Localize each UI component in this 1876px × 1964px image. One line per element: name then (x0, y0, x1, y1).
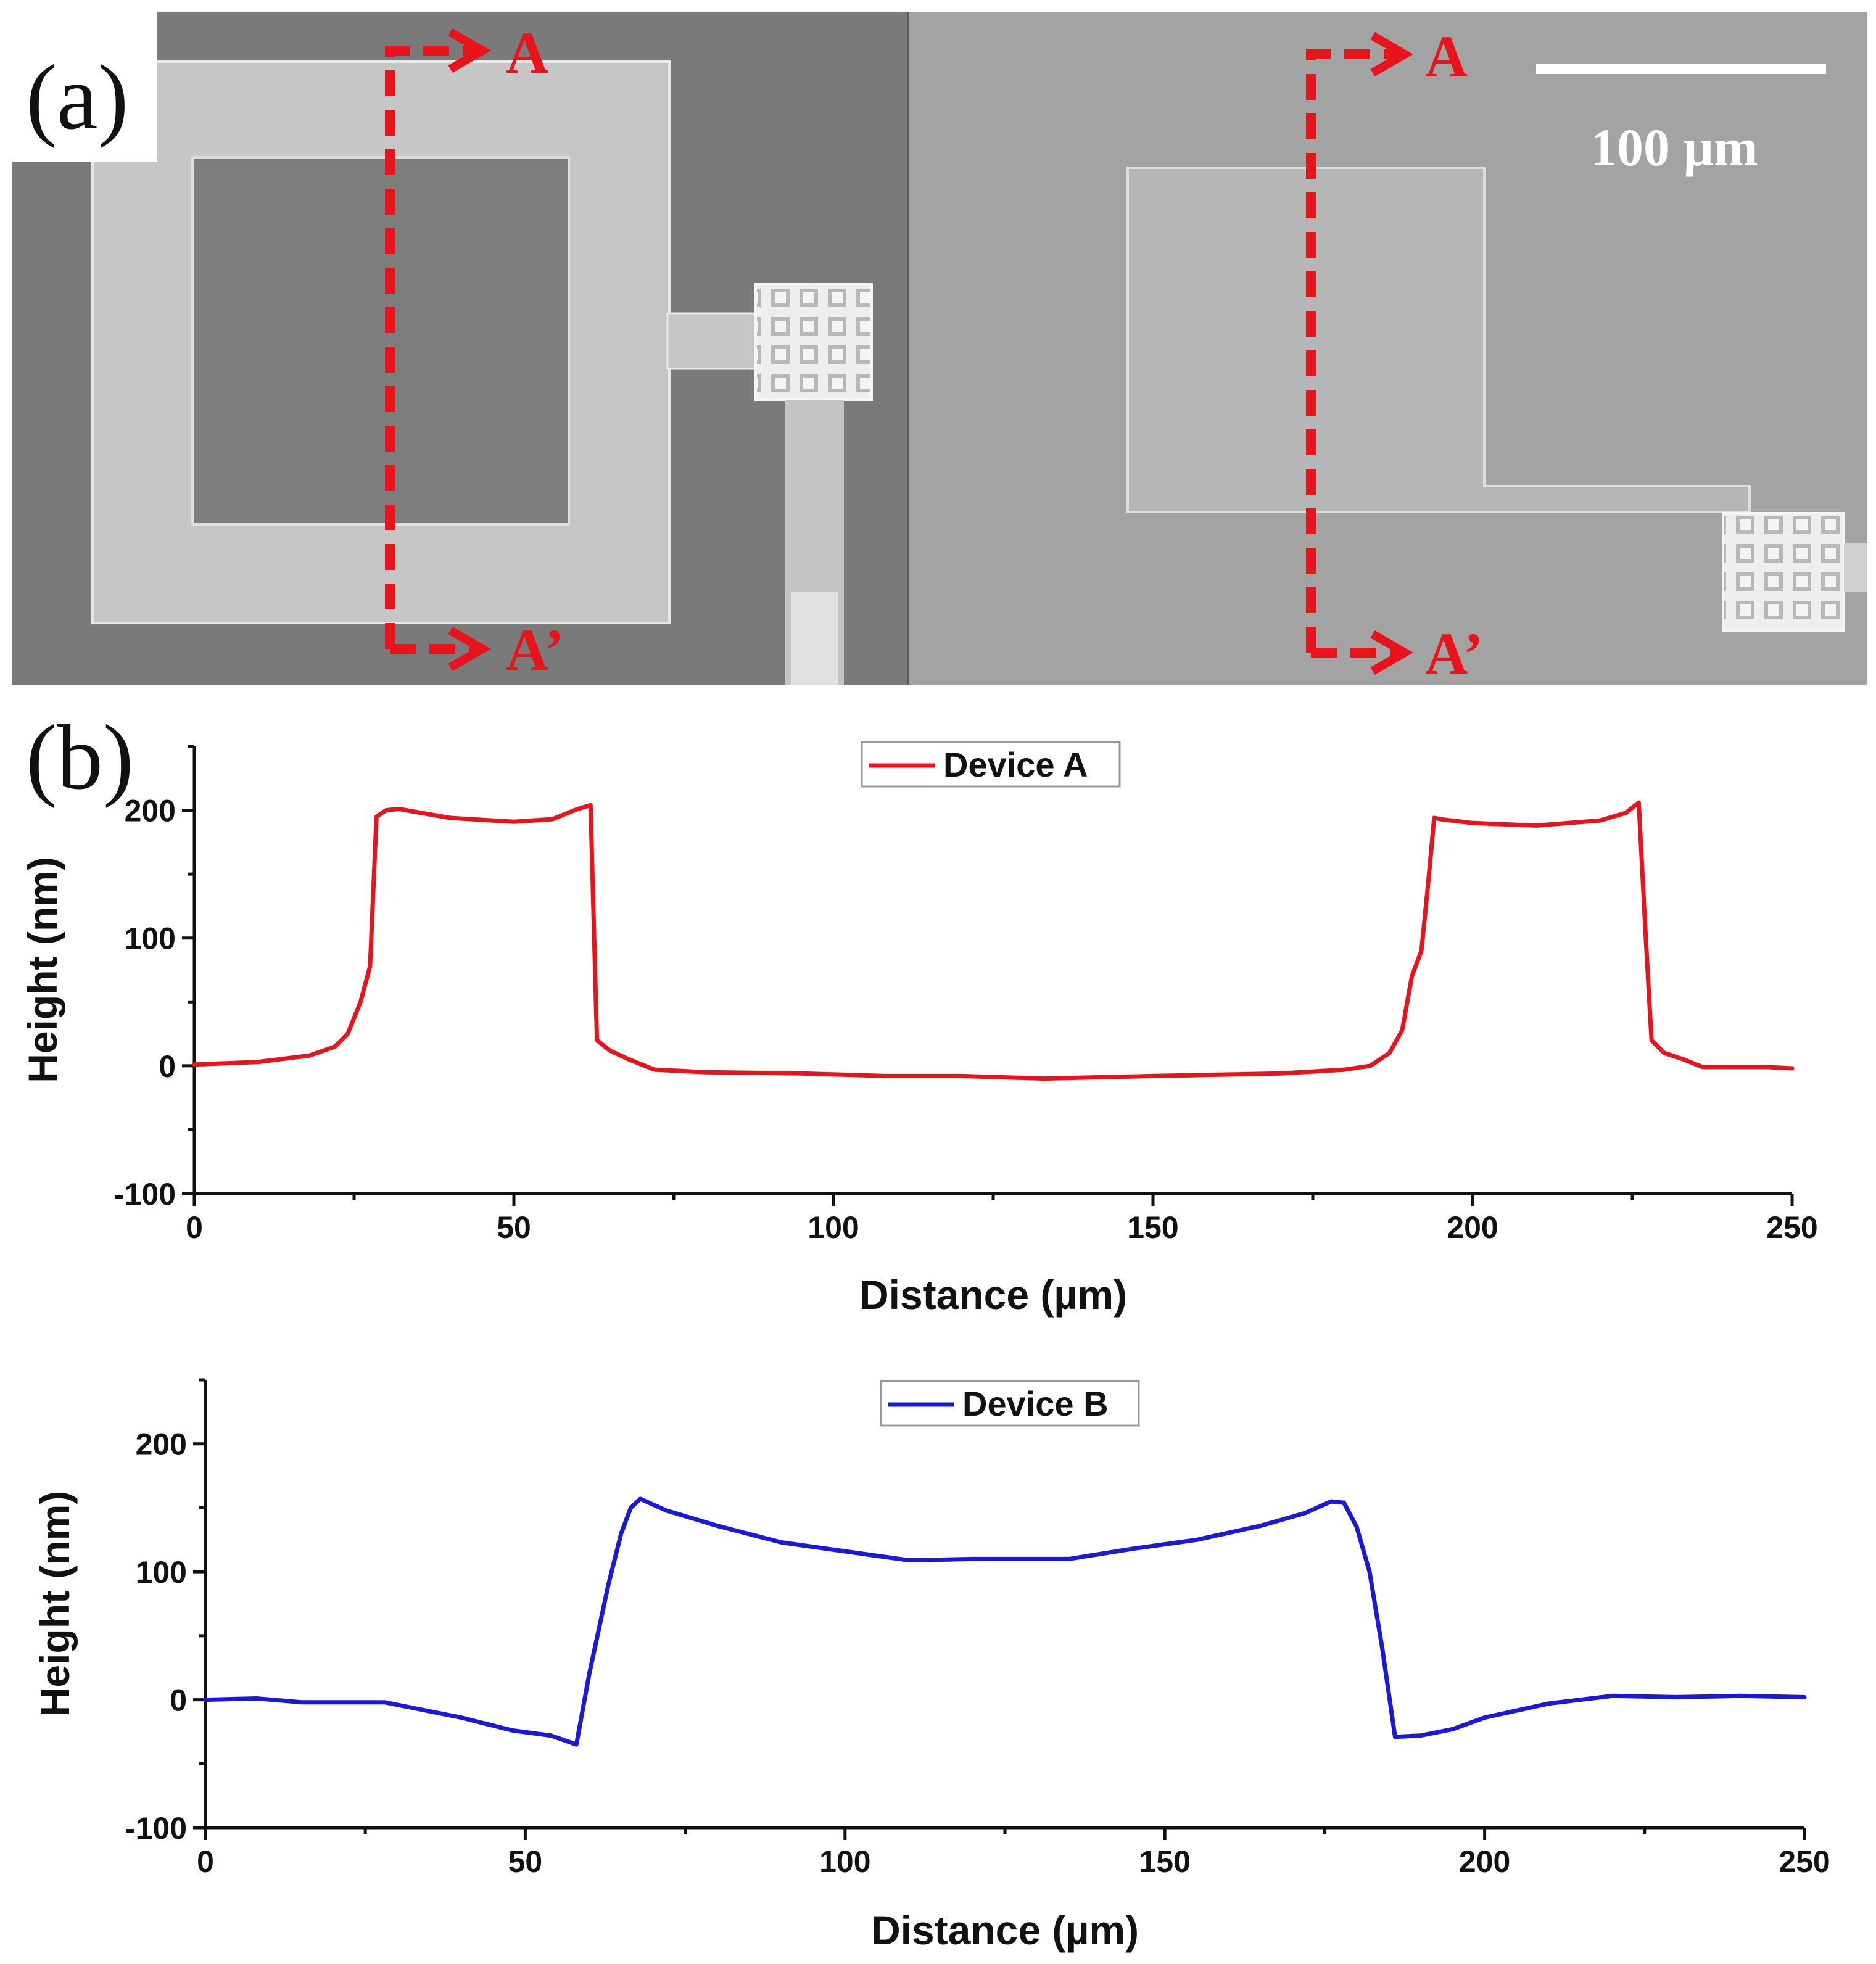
x-tick-label: 0 (186, 1210, 203, 1245)
series-line (192, 800, 1795, 1081)
section-start-label: A (1425, 23, 1468, 89)
arrow-right-icon (448, 626, 492, 672)
x-axis-title: Distance (µm) (871, 1907, 1139, 1953)
x-tick-label: 250 (1766, 1210, 1817, 1245)
sem-micrograph (0, 0, 1867, 685)
bond-pad-array (1722, 512, 1845, 632)
y-tick-label: 200 (125, 794, 176, 828)
y-tick-label: 200 (136, 1427, 187, 1462)
square-electrode (1126, 167, 1751, 513)
bond-pad-array (754, 283, 873, 401)
scale-bar-label: 100 µm (1590, 118, 1758, 177)
scale-bar: 100 µm (1536, 64, 1826, 177)
x-tick-label: 200 (1447, 1210, 1498, 1245)
y-axis-title: Height (nm) (20, 857, 65, 1083)
arrow-right-icon (1370, 630, 1414, 675)
y-tick-label: -100 (114, 1177, 176, 1211)
legend: Device A (861, 741, 1121, 788)
x-tick-label: 250 (1779, 1844, 1830, 1879)
section-end-label: A’ (506, 617, 564, 683)
section-line-left: A A’ (385, 20, 564, 683)
panel-a-label: (a) (26, 46, 128, 149)
sem-image-device-b (909, 12, 1867, 685)
x-tick-label: 200 (1459, 1844, 1510, 1879)
height-profile-chart-device-b: 0 50 100 150 200 250 -100 0 100 200 Distance (µm) H… (32, 1378, 1830, 1953)
height-profile-chart-device-a: 0 50 100 150 200 250 -100 0 100 200 Distance (µm) H… (20, 741, 1818, 1318)
section-end-label: A’ (1425, 621, 1483, 687)
legend-label: Device A (943, 745, 1088, 784)
section-start-label: A (506, 20, 548, 86)
series-line (203, 1496, 1807, 1747)
arrow-right-icon (1370, 31, 1414, 77)
y-tick-label: -100 (125, 1811, 187, 1846)
ring-opening (191, 156, 570, 526)
y-axis-title: Height (nm) (32, 1491, 78, 1717)
section-line-right: A A’ (1306, 23, 1483, 687)
x-tick-label: 100 (808, 1210, 859, 1245)
x-tick-label: 50 (497, 1210, 531, 1245)
legend-label: Device B (962, 1384, 1109, 1423)
x-tick-label: 100 (819, 1844, 870, 1879)
x-tick-label: 50 (508, 1844, 543, 1879)
x-tick-label: 150 (1139, 1844, 1190, 1879)
y-tick-label: 100 (125, 922, 176, 956)
x-tick-label: 150 (1127, 1210, 1178, 1245)
arrow-right-icon (448, 28, 492, 73)
y-tick-label: 0 (159, 1049, 176, 1084)
panel-b-label: (b) (26, 706, 134, 809)
x-tick-label: 0 (197, 1844, 214, 1879)
x-axis-title: Distance (µm) (859, 1272, 1127, 1318)
legend: Device B (880, 1380, 1140, 1427)
connector-arm (666, 312, 767, 370)
y-tick-label: 100 (136, 1555, 187, 1590)
y-tick-label: 0 (170, 1683, 187, 1718)
